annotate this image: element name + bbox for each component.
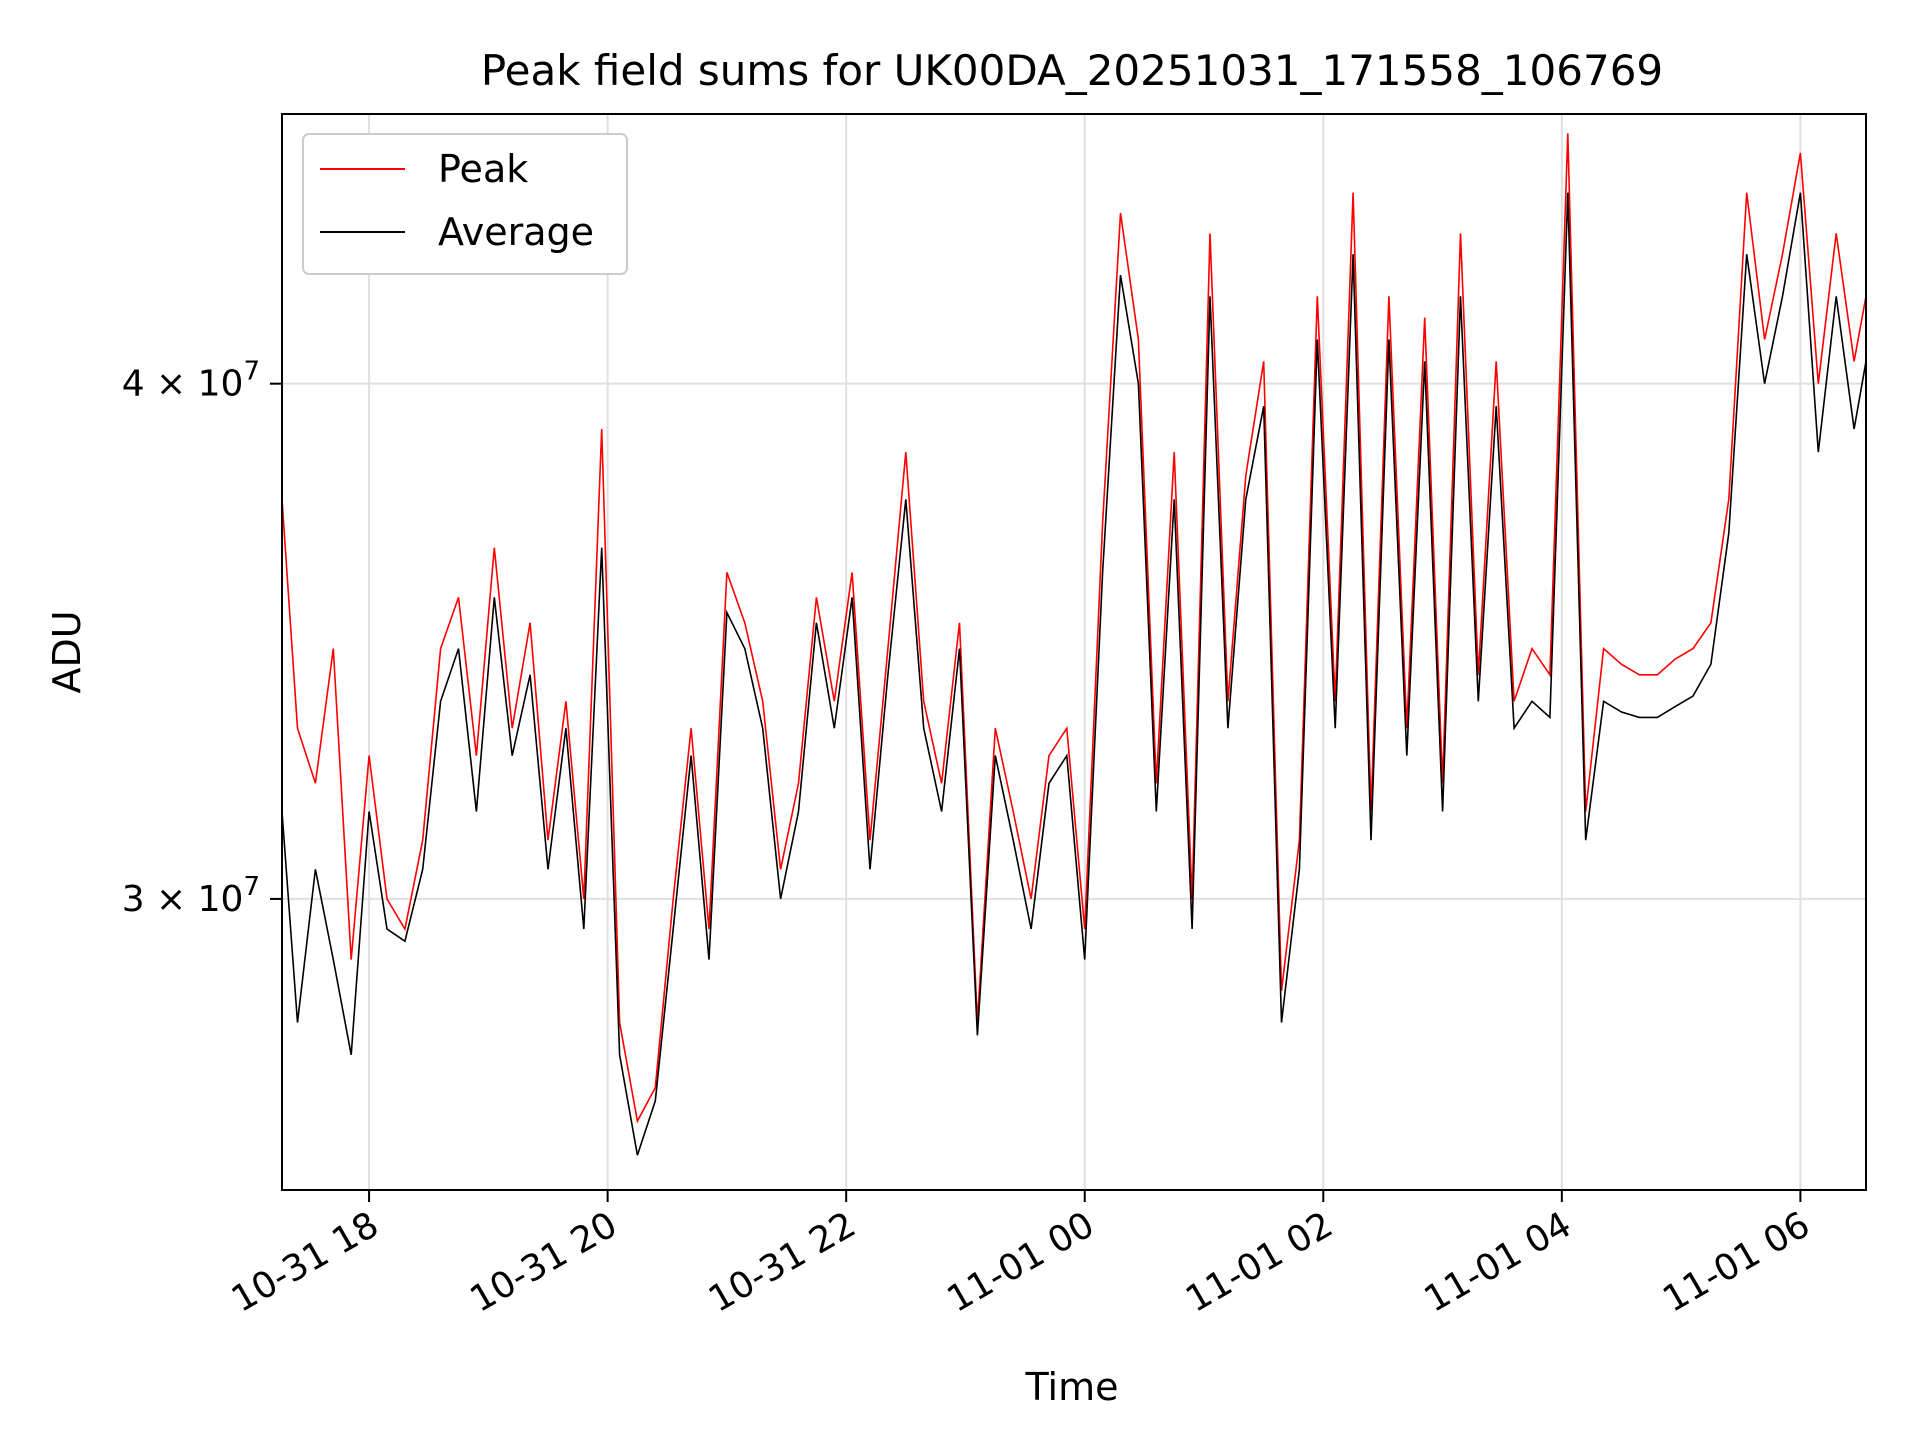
legend: Peak Average xyxy=(302,133,628,275)
series-line-average xyxy=(281,192,1867,1156)
x-tick-label: 10-31 20 xyxy=(463,1204,624,1320)
x-axis-label: Time xyxy=(1025,1365,1119,1409)
grid-lines xyxy=(282,114,1866,1190)
y-tick-label: 4 × 107 xyxy=(122,357,260,405)
series-line-peak xyxy=(281,133,1867,1124)
legend-label-peak: Peak xyxy=(438,147,528,191)
x-tick-label: 11-01 02 xyxy=(1179,1204,1340,1320)
x-tick-label: 11-01 00 xyxy=(941,1204,1102,1320)
x-tick-label: 10-31 18 xyxy=(225,1204,386,1320)
chart-title: Peak field sums for UK00DA_20251031_1715… xyxy=(481,46,1663,95)
plot-frame xyxy=(281,113,1867,1191)
y-axis-label: ADU xyxy=(45,610,89,693)
y-axis-ticks: 3 × 107 4 × 107 xyxy=(122,357,282,920)
x-tick-label: 10-31 22 xyxy=(702,1204,863,1320)
x-tick-label: 11-01 06 xyxy=(1656,1204,1817,1320)
x-tick-label: 11-01 04 xyxy=(1418,1204,1579,1320)
x-axis-ticks: 10-31 18 10-31 20 10-31 22 11-01 00 11-01 02… xyxy=(225,1190,1817,1321)
series-layer xyxy=(281,133,1867,1156)
legend-label-average: Average xyxy=(438,210,594,254)
y-tick-label: 3 × 107 xyxy=(122,872,260,920)
